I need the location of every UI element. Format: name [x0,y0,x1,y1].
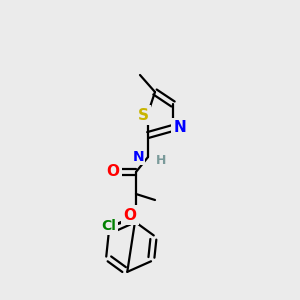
Text: N: N [174,121,186,136]
Text: N: N [132,150,144,164]
Text: H: H [156,154,166,166]
Text: Cl: Cl [101,219,116,233]
Text: O: O [106,164,119,179]
Text: S: S [137,107,148,122]
Text: O: O [124,208,136,223]
